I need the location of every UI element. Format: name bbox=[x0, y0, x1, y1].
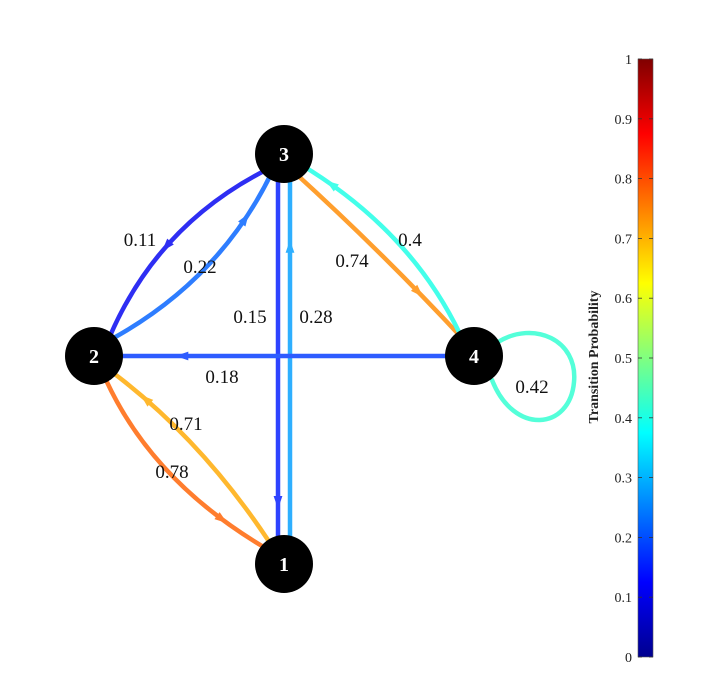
colorbar-tick-label: 0.3 bbox=[615, 472, 633, 487]
colorbar-tick-label: 0.6 bbox=[615, 292, 633, 307]
edge-4-to-3-arrowhead bbox=[325, 180, 339, 192]
edge-3-to-1-arrowhead bbox=[273, 496, 283, 509]
edge-4-to-2-label: 0.18 bbox=[205, 367, 238, 388]
node-2-circle bbox=[65, 327, 123, 385]
edge-2-to-3: 0.22 bbox=[107, 169, 275, 343]
edge-1-to-3-label: 0.28 bbox=[299, 307, 332, 328]
edge-3-to-2-label: 0.11 bbox=[124, 230, 157, 251]
edge-1-to-2-arrowhead bbox=[140, 394, 154, 407]
node-1-circle bbox=[255, 535, 313, 593]
nodes-layer: 1 2 3 4 bbox=[65, 125, 503, 593]
edge-4-to-3: 0.4 bbox=[297, 161, 463, 337]
node-4-label: 4 bbox=[469, 346, 479, 368]
node-3-circle bbox=[255, 125, 313, 183]
edge-4-to-4: 0.42 bbox=[489, 330, 577, 423]
edge-2-to-3-line bbox=[107, 169, 275, 343]
edge-3-to-1: 0.15 bbox=[233, 177, 283, 543]
colorbar-tick-label: 0.1 bbox=[615, 591, 633, 606]
edge-2-to-1: 0.78 bbox=[103, 377, 265, 549]
edge-1-to-2-line bbox=[109, 369, 271, 543]
edge-2-to-3-label: 0.22 bbox=[183, 257, 216, 278]
edges-layer: 0.11 0.22 0.15 0.28 0.74 0.4 0.18 0.71 0.78 0.42 bbox=[103, 161, 577, 549]
colorbar-tick-label: 0.8 bbox=[615, 173, 633, 188]
edge-3-to-4-label: 0.74 bbox=[335, 251, 369, 272]
node-4[interactable]: 4 bbox=[445, 327, 503, 385]
edge-3-to-2-line bbox=[107, 167, 269, 339]
edge-3-to-4-line bbox=[291, 169, 465, 341]
edge-1-to-2: 0.71 bbox=[109, 369, 271, 543]
colorbar-tick-label: 0.9 bbox=[615, 113, 633, 128]
edge-3-to-2-arrowhead bbox=[162, 238, 174, 252]
edge-4-to-4-line bbox=[489, 330, 577, 423]
edge-4-to-3-label: 0.4 bbox=[398, 230, 422, 251]
colorbar-title: Transition Probability bbox=[587, 291, 602, 424]
colorbar-tick-label: 0.7 bbox=[615, 232, 633, 247]
colorbar-tick-label: 1 bbox=[625, 53, 632, 68]
edge-2-to-3-arrowhead bbox=[238, 213, 249, 227]
colorbar-tick-label: 0.5 bbox=[615, 352, 633, 367]
colorbar: 0 0.1 0.2 0.3 0.4 0.5 0.6 0.7 0.8 0.9 1 Transition… bbox=[587, 53, 654, 666]
edge-3-to-1-label: 0.15 bbox=[233, 307, 266, 328]
node-3[interactable]: 3 bbox=[255, 125, 313, 183]
colorbar-ticks: 0 0.1 0.2 0.3 0.4 0.5 0.6 0.7 0.8 0.9 1 bbox=[615, 53, 653, 666]
edge-1-to-3: 0.28 bbox=[285, 177, 333, 543]
node-2-label: 2 bbox=[89, 346, 99, 368]
node-4-circle bbox=[445, 327, 503, 385]
edge-2-to-1-line bbox=[103, 377, 265, 549]
edge-1-to-3-arrowhead bbox=[285, 239, 295, 253]
edge-4-to-2: 0.18 bbox=[119, 351, 449, 388]
colorbar-tick-label: 0.2 bbox=[615, 531, 633, 546]
edge-2-to-1-label: 0.78 bbox=[155, 462, 188, 483]
edge-3-to-4-arrowhead bbox=[410, 284, 424, 297]
node-1-label: 1 bbox=[279, 554, 289, 576]
edge-1-to-2-label: 0.71 bbox=[169, 414, 202, 435]
node-3-label: 3 bbox=[279, 144, 289, 166]
edge-3-to-2: 0.11 bbox=[107, 167, 269, 339]
colorbar-tick-label: 0.4 bbox=[615, 412, 633, 427]
colorbar-tick-label: 0 bbox=[625, 651, 632, 666]
node-1[interactable]: 1 bbox=[255, 535, 313, 593]
edge-4-to-4-label: 0.42 bbox=[515, 377, 548, 398]
edge-2-to-1-arrowhead bbox=[214, 512, 228, 524]
edge-3-to-4: 0.74 bbox=[291, 169, 465, 341]
edge-4-to-2-arrowhead bbox=[175, 351, 189, 361]
node-2[interactable]: 2 bbox=[65, 327, 123, 385]
